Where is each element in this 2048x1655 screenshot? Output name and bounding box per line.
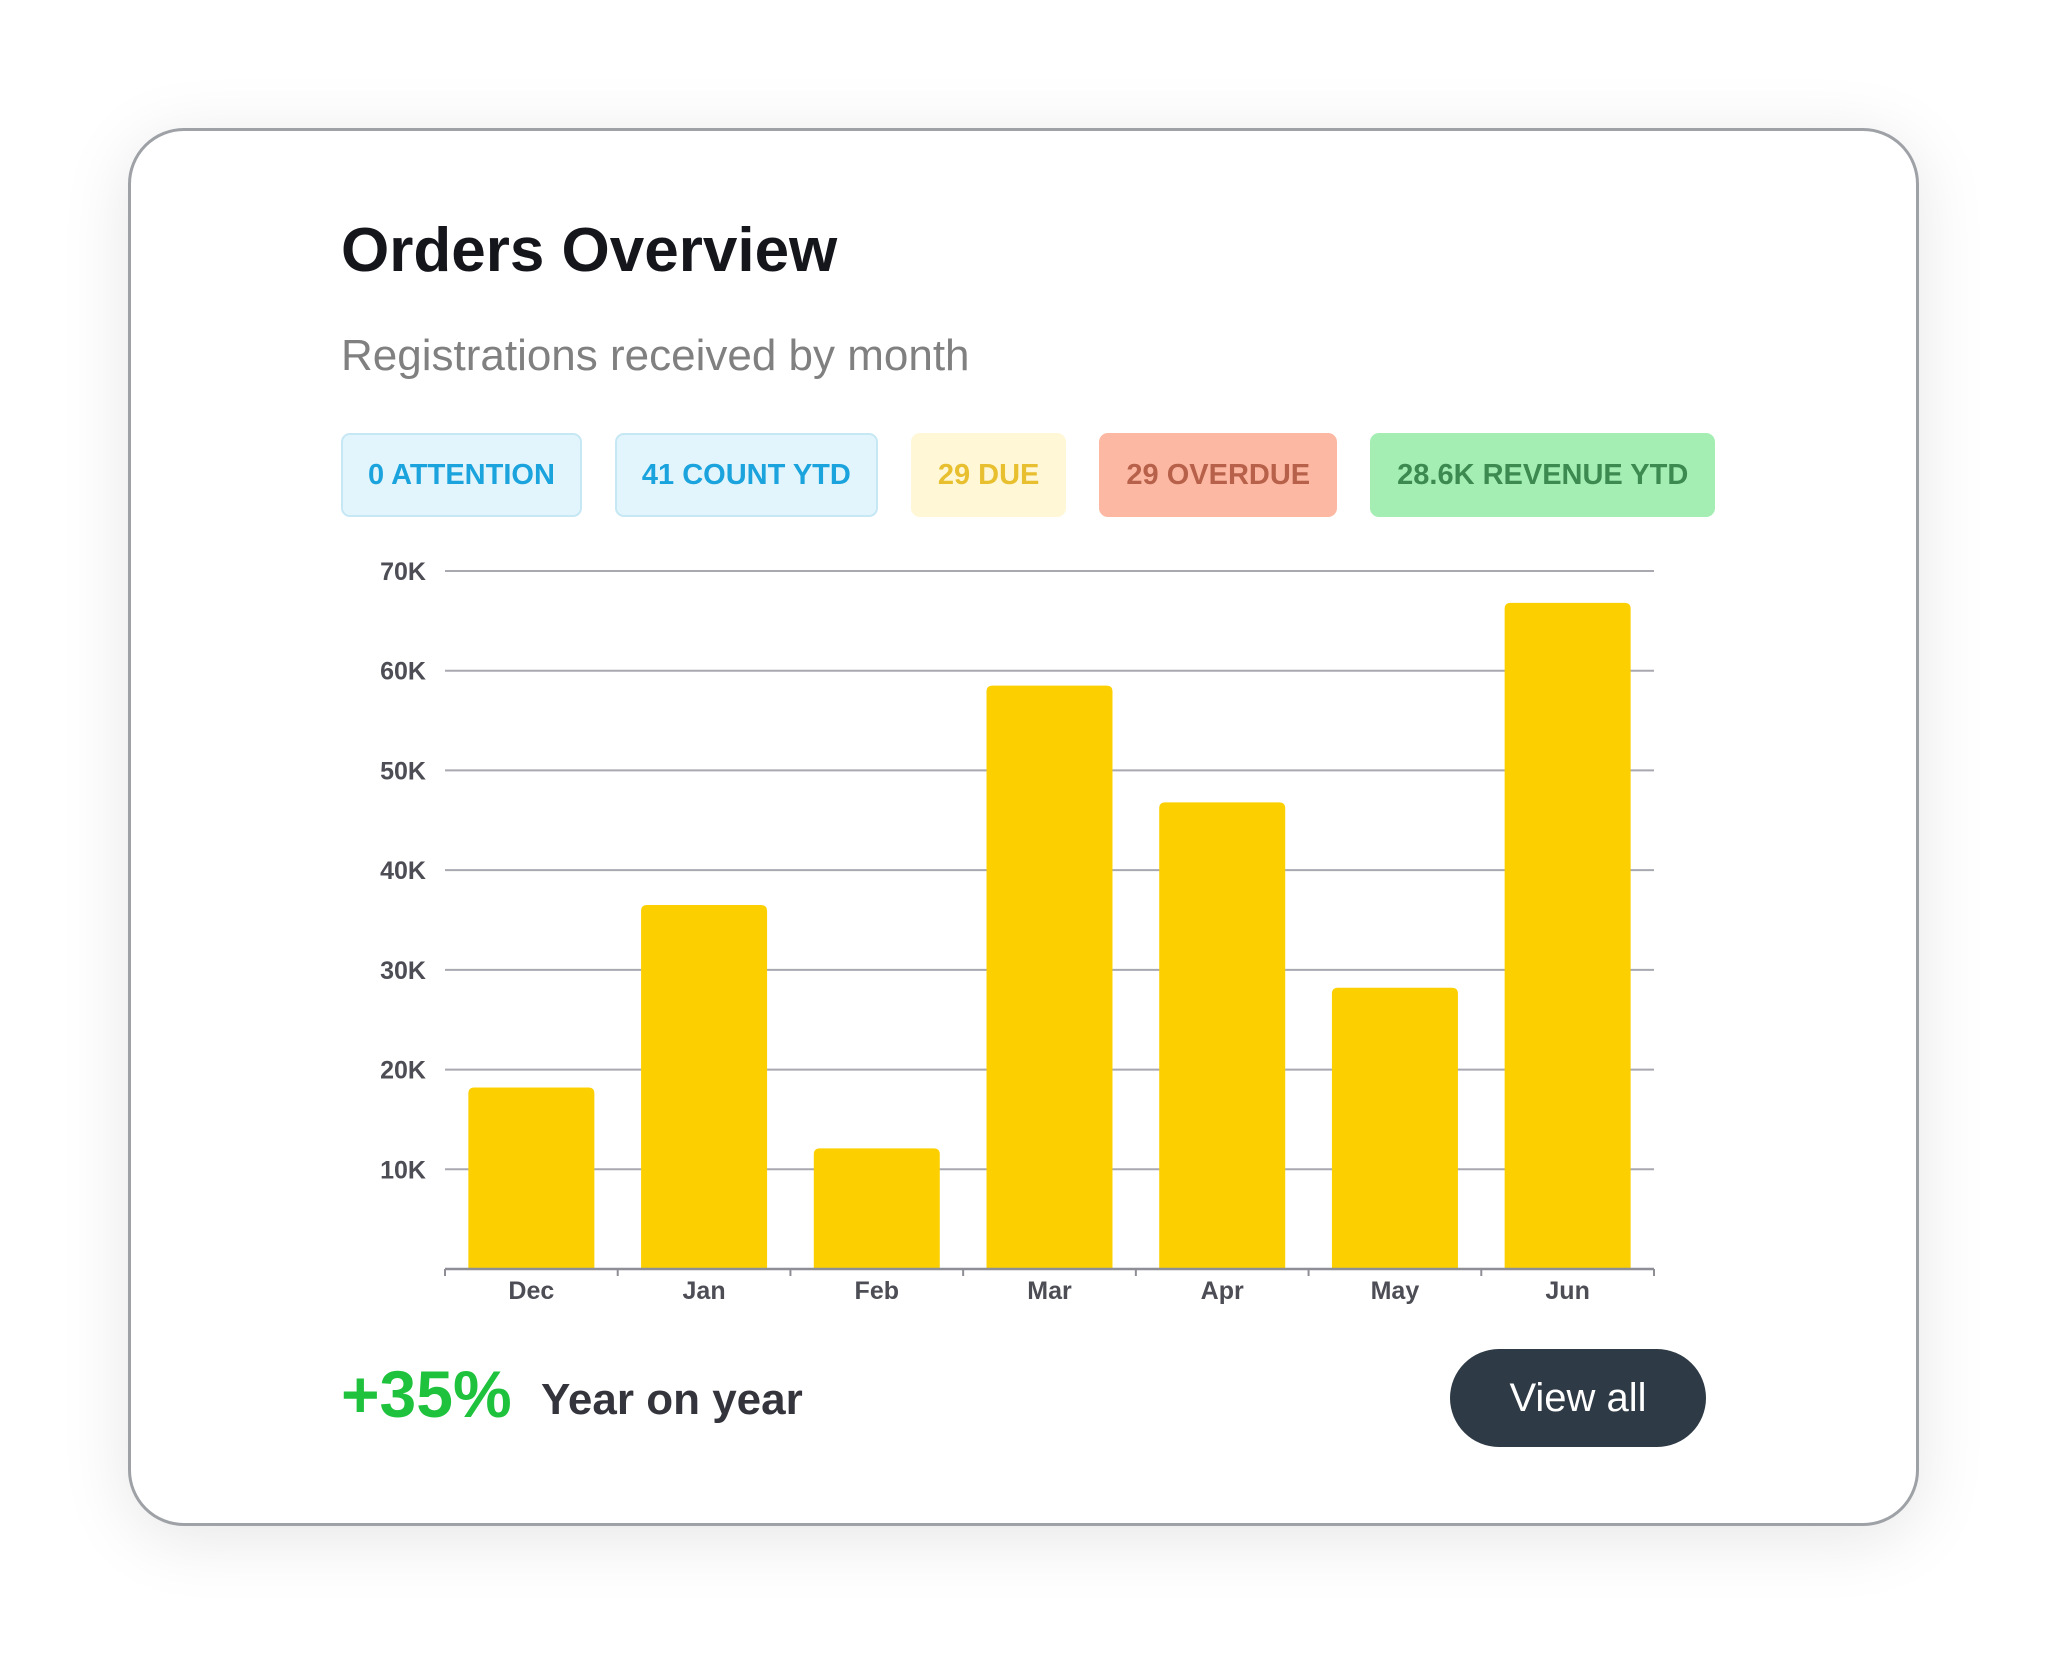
x-tick-label: May [1371, 1277, 1420, 1305]
bar [1504, 602, 1631, 1269]
card-subtitle: Registrations received by month [341, 331, 970, 380]
orders-overview-card: Orders Overview Registrations received b… [128, 128, 1919, 1526]
badge-attention-label: 0 ATTENTION [368, 458, 555, 491]
yoy-change-value: +35% [341, 1357, 512, 1431]
status-badges: 0 ATTENTION 41 COUNT YTD 29 DUE 29 OVERD… [341, 433, 1716, 517]
y-tick-label: 10K [380, 1156, 426, 1184]
bar [1159, 802, 1286, 1269]
badge-overdue-label: 29 OVERDUE [1126, 458, 1311, 491]
x-tick-label: Apr [1201, 1277, 1244, 1305]
yoy-change-label: Year on year [541, 1375, 803, 1424]
y-tick-label: 40K [380, 857, 426, 885]
x-tick-label: Jun [1545, 1277, 1589, 1305]
bar [641, 905, 768, 1269]
bar [1331, 987, 1458, 1269]
badge-attention[interactable]: 0 ATTENTION [341, 433, 582, 517]
badge-count-ytd[interactable]: 41 COUNT YTD [614, 433, 878, 517]
card-title: Orders Overview [341, 216, 838, 285]
x-tick-label: Dec [508, 1277, 554, 1305]
bar [986, 685, 1113, 1269]
badge-count-ytd-label: 41 COUNT YTD [641, 458, 851, 491]
bar [468, 1087, 595, 1269]
view-all-button[interactable]: View all [1450, 1349, 1706, 1447]
badge-revenue-ytd-label: 28.6K REVENUE YTD [1397, 458, 1689, 491]
badge-revenue-ytd[interactable]: 28.6K REVENUE YTD [1370, 433, 1716, 517]
x-tick-label: Jan [683, 1277, 726, 1305]
y-tick-label: 50K [380, 757, 426, 785]
badge-overdue[interactable]: 29 OVERDUE [1099, 433, 1338, 517]
y-tick-label: 70K [380, 558, 426, 586]
badge-due-label: 29 DUE [937, 458, 1040, 491]
x-tick-label: Feb [855, 1277, 899, 1305]
orders-bar-chart: 10K 20K 30K 40K 50K 60K 70K Dec Jan Feb Mar Apr May J… [380, 558, 1655, 1305]
y-tick-label: 30K [380, 957, 426, 985]
y-tick-label: 20K [380, 1057, 426, 1085]
x-tick-label: Mar [1027, 1277, 1072, 1305]
y-tick-label: 60K [380, 658, 426, 686]
bar [813, 1148, 940, 1269]
badge-due[interactable]: 29 DUE [910, 433, 1067, 517]
